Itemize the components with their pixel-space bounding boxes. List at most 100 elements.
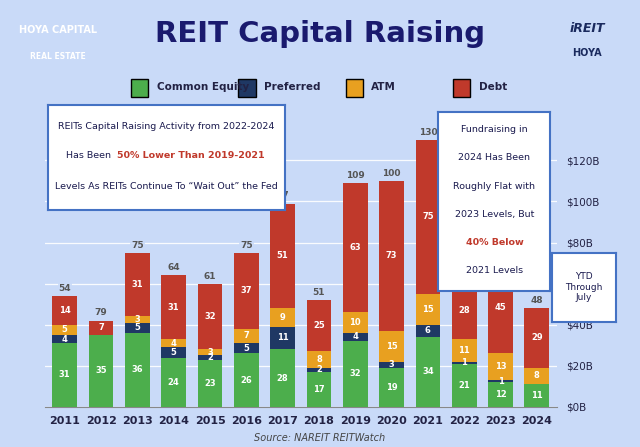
Text: 3: 3 bbox=[388, 360, 394, 369]
Text: Levels As REITs Continue To “Wait Out” the Fed: Levels As REITs Continue To “Wait Out” t… bbox=[55, 182, 278, 191]
Text: 70: 70 bbox=[494, 249, 507, 258]
Bar bbox=[307, 351, 332, 368]
Bar bbox=[161, 275, 186, 339]
Text: 75: 75 bbox=[131, 241, 144, 250]
Text: 11: 11 bbox=[531, 391, 543, 400]
Bar bbox=[488, 380, 513, 382]
Bar bbox=[161, 358, 186, 407]
FancyBboxPatch shape bbox=[453, 80, 470, 97]
Bar bbox=[307, 300, 332, 351]
Text: REAL ESTATE: REAL ESTATE bbox=[29, 52, 86, 62]
Bar bbox=[125, 316, 150, 323]
Text: 11: 11 bbox=[276, 333, 289, 342]
Text: 32: 32 bbox=[349, 369, 361, 379]
Text: 23: 23 bbox=[204, 379, 216, 388]
Text: 12: 12 bbox=[495, 390, 506, 399]
FancyBboxPatch shape bbox=[131, 80, 148, 97]
Bar bbox=[198, 359, 222, 407]
Text: 8: 8 bbox=[534, 371, 540, 380]
Text: Fundraising in: Fundraising in bbox=[461, 125, 528, 134]
Text: 2021 Levels: 2021 Levels bbox=[466, 266, 523, 275]
Bar bbox=[307, 368, 332, 372]
Text: 130: 130 bbox=[419, 128, 437, 137]
Bar bbox=[270, 308, 295, 327]
Text: 61: 61 bbox=[204, 271, 216, 281]
Bar bbox=[234, 343, 259, 354]
Text: 17: 17 bbox=[313, 385, 324, 394]
Bar bbox=[270, 203, 295, 308]
Text: Debt: Debt bbox=[479, 82, 507, 92]
Text: 75: 75 bbox=[422, 212, 434, 221]
Text: 1: 1 bbox=[461, 358, 467, 367]
Text: 8: 8 bbox=[316, 355, 322, 364]
Text: 73: 73 bbox=[386, 251, 397, 261]
Text: 32: 32 bbox=[204, 312, 216, 321]
Bar bbox=[52, 296, 77, 325]
Text: 26: 26 bbox=[241, 375, 252, 384]
Text: HOYA: HOYA bbox=[572, 48, 602, 58]
Text: 11: 11 bbox=[458, 346, 470, 355]
Text: Common Equity: Common Equity bbox=[157, 82, 249, 92]
Text: 28: 28 bbox=[277, 374, 289, 383]
Text: 31: 31 bbox=[132, 280, 143, 289]
Text: 34: 34 bbox=[422, 367, 434, 376]
Bar bbox=[198, 283, 222, 349]
Text: 97: 97 bbox=[276, 191, 289, 200]
Text: 6: 6 bbox=[425, 326, 431, 335]
Text: 2: 2 bbox=[316, 365, 322, 374]
Text: 40% Below: 40% Below bbox=[465, 238, 524, 247]
Text: 24: 24 bbox=[168, 378, 180, 387]
Bar bbox=[452, 282, 477, 339]
Bar bbox=[380, 181, 404, 331]
Text: 37: 37 bbox=[241, 286, 252, 295]
Bar bbox=[343, 341, 367, 407]
Text: 50% Lower Than 2019-2021: 50% Lower Than 2019-2021 bbox=[116, 151, 264, 160]
Text: 51: 51 bbox=[313, 288, 325, 297]
Text: HOYA CAPITAL: HOYA CAPITAL bbox=[19, 25, 97, 35]
Text: 64: 64 bbox=[168, 263, 180, 272]
Text: 5: 5 bbox=[134, 323, 140, 332]
Text: REIT Capital Raising: REIT Capital Raising bbox=[155, 20, 485, 48]
Bar bbox=[525, 384, 549, 407]
Bar bbox=[415, 337, 440, 407]
Bar bbox=[125, 333, 150, 407]
Text: 54: 54 bbox=[58, 284, 71, 293]
Bar bbox=[488, 354, 513, 380]
Text: REITs Capital Raising Activity from 2022-2024: REITs Capital Raising Activity from 2022… bbox=[58, 122, 275, 131]
Bar bbox=[270, 349, 295, 407]
Bar bbox=[452, 362, 477, 364]
Text: YTD
Through
July: YTD Through July bbox=[565, 272, 602, 302]
Text: 28: 28 bbox=[458, 306, 470, 315]
Bar bbox=[380, 331, 404, 362]
Text: 14: 14 bbox=[59, 306, 70, 315]
Bar bbox=[452, 364, 477, 407]
Bar bbox=[488, 382, 513, 407]
Text: 29: 29 bbox=[531, 333, 543, 342]
Text: 15: 15 bbox=[386, 342, 397, 351]
Text: 4: 4 bbox=[62, 334, 68, 344]
Text: 31: 31 bbox=[59, 371, 70, 380]
Bar bbox=[52, 325, 77, 335]
Text: 2024 Has Been: 2024 Has Been bbox=[458, 153, 531, 162]
Text: 1: 1 bbox=[497, 377, 504, 386]
Text: 13: 13 bbox=[495, 362, 506, 371]
Text: 21: 21 bbox=[458, 381, 470, 390]
Text: 7: 7 bbox=[98, 323, 104, 332]
Bar bbox=[234, 329, 259, 343]
Bar bbox=[343, 333, 367, 341]
Text: 100: 100 bbox=[382, 169, 401, 178]
Text: 3: 3 bbox=[134, 315, 140, 324]
Bar bbox=[415, 294, 440, 325]
Text: 79: 79 bbox=[95, 308, 108, 317]
FancyBboxPatch shape bbox=[239, 80, 255, 97]
Text: 109: 109 bbox=[346, 171, 365, 180]
Bar bbox=[452, 339, 477, 362]
Text: 36: 36 bbox=[132, 365, 143, 374]
Text: Preferred: Preferred bbox=[264, 82, 321, 92]
Text: 2023 Levels, But: 2023 Levels, But bbox=[454, 210, 534, 219]
Text: 48: 48 bbox=[531, 296, 543, 305]
Text: 7: 7 bbox=[243, 331, 249, 341]
FancyBboxPatch shape bbox=[346, 80, 363, 97]
Text: iREIT: iREIT bbox=[570, 22, 605, 35]
Bar bbox=[234, 354, 259, 407]
